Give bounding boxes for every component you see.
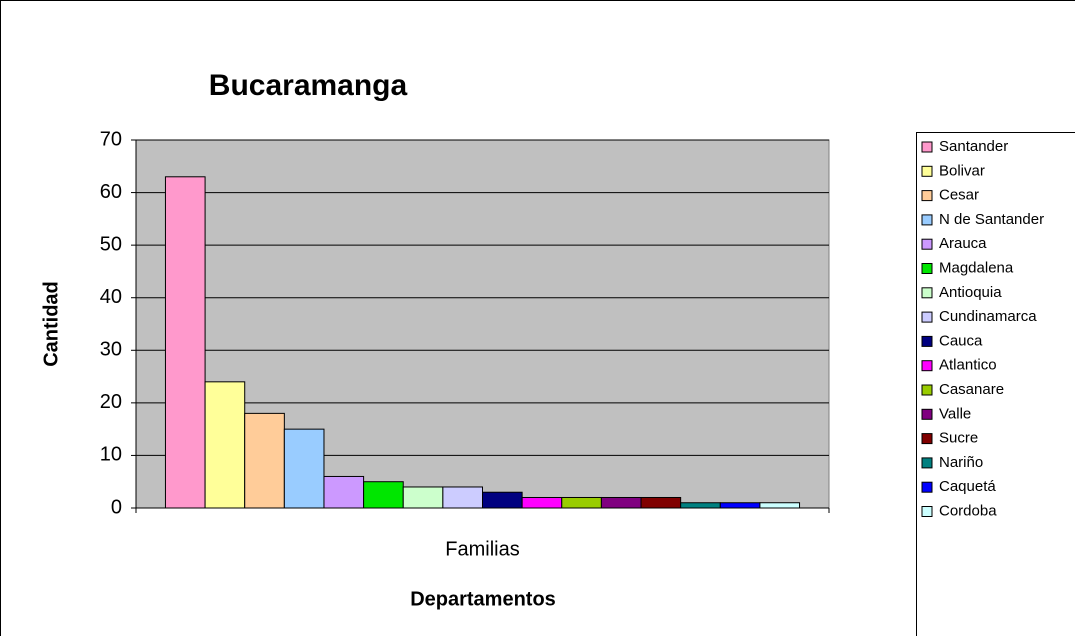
legend-swatch [921, 214, 933, 226]
y-tick-label: 70 [100, 128, 122, 150]
bar [204, 381, 246, 509]
y-tick-label: 0 [111, 496, 122, 518]
legend-label: Atlantico [939, 357, 997, 374]
legend-label: Cauca [939, 332, 983, 349]
legend [916, 132, 1075, 636]
legend-swatch [921, 287, 933, 299]
legend-swatch [921, 433, 933, 445]
legend-swatch [921, 141, 933, 153]
legend-label: Sucre [939, 430, 978, 447]
bar [521, 496, 563, 509]
x-tick-label: Familias [445, 538, 519, 560]
legend-label: N de Santander [939, 211, 1044, 228]
legend-label: Nariño [939, 454, 983, 471]
legend-label: Antioquia [939, 284, 1002, 301]
bar [164, 176, 206, 509]
legend-label: Bolivar [939, 162, 985, 179]
legend-swatch [921, 238, 933, 250]
legend-swatch [921, 311, 933, 323]
y-tick-label: 30 [100, 339, 122, 361]
legend-label: Cordoba [939, 502, 997, 519]
legend-swatch [921, 457, 933, 469]
x-axis-title: Departamentos [410, 588, 556, 610]
legend-swatch [921, 408, 933, 420]
legend-label: Cesar [939, 187, 979, 204]
bar [640, 496, 682, 509]
legend-label: Santander [939, 138, 1008, 155]
legend-swatch [921, 481, 933, 493]
y-tick-label: 40 [100, 286, 122, 308]
bar [283, 428, 325, 509]
bar [442, 486, 483, 509]
legend-swatch [921, 190, 933, 202]
y-tick-label: 20 [100, 391, 122, 413]
legend-label: Casanare [939, 381, 1004, 398]
legend-swatch [921, 263, 933, 274]
legend-swatch [921, 335, 933, 347]
legend-label: Valle [939, 405, 971, 422]
bar [244, 412, 285, 509]
bar [759, 502, 801, 509]
bar [600, 496, 642, 509]
legend-swatch [921, 360, 933, 372]
bar [323, 475, 365, 509]
bar [561, 496, 602, 509]
bar [482, 491, 523, 509]
chart-title: Bucaramanga [209, 69, 408, 102]
legend-label: Arauca [939, 235, 987, 252]
legend-swatch [921, 165, 933, 177]
y-tick-label: 10 [100, 444, 122, 466]
bar [363, 481, 404, 509]
legend-label: Cundinamarca [939, 308, 1037, 325]
bar [680, 502, 721, 509]
legend-label: Magdalena [939, 259, 1014, 276]
y-axis-title: Cantidad [40, 281, 62, 367]
bar [402, 486, 444, 509]
bar [719, 502, 761, 509]
legend-label: Caquetá [939, 478, 996, 495]
y-tick-label: 60 [100, 181, 122, 203]
y-tick-label: 50 [100, 233, 122, 255]
legend-swatch [921, 384, 933, 396]
legend-swatch [921, 506, 933, 517]
